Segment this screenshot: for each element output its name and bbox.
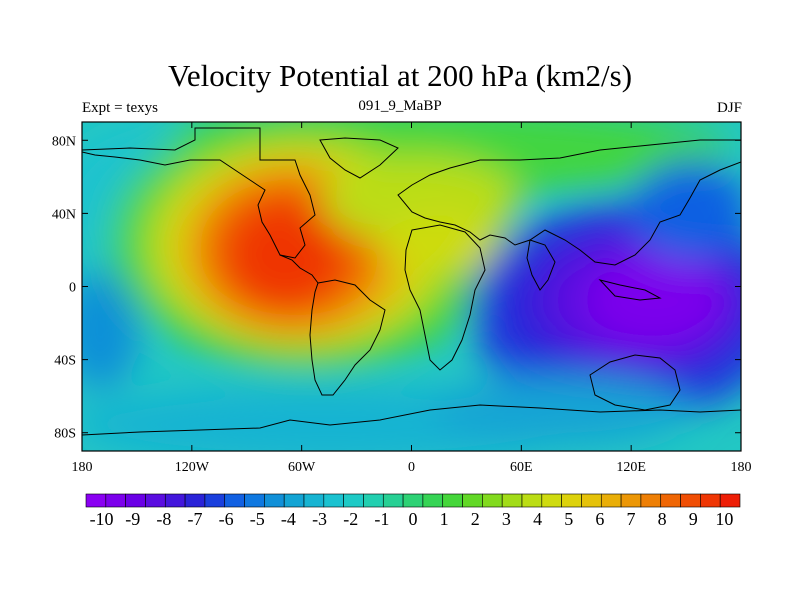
colorbar-swatch (283, 493, 305, 508)
field-blob-pacific-northwest-blue (630, 160, 741, 260)
colorbar-swatch (700, 493, 721, 508)
x-tick-label: 120W (175, 460, 210, 475)
colorbar-swatch (462, 493, 483, 508)
colorbar-label: -6 (219, 509, 234, 529)
colorbar-swatch (323, 493, 344, 508)
page-title: Velocity Potential at 200 hPa (km2/s) (167, 58, 633, 93)
coastline-maritime-continent (598, 279, 662, 301)
colorbar-swatch (442, 493, 463, 508)
colorbar-label: 8 (658, 509, 667, 529)
colorbar-label: -2 (343, 509, 358, 529)
colorbar-swatch (244, 493, 265, 508)
colorbar-swatch (581, 493, 602, 508)
x-tick-label: 0 (408, 460, 415, 475)
coastline-australia (589, 354, 681, 411)
colorbar-label: 0 (409, 509, 418, 529)
map-field (82, 122, 741, 451)
colorbar-swatch (363, 493, 384, 508)
colorbar-label: -9 (125, 509, 140, 529)
colorbar-swatch (382, 493, 404, 508)
x-tick-label: 60E (510, 460, 533, 475)
y-tick-label: 80S (54, 427, 76, 442)
y-tick-label: 80N (52, 134, 76, 149)
colorbar-label: -4 (281, 509, 296, 529)
coastline-eurasia (397, 139, 741, 266)
coastline-india (526, 239, 556, 291)
colorbar-label: 6 (595, 509, 604, 529)
colorbar-swatch (145, 493, 166, 508)
colorbar-swatch (521, 493, 543, 508)
colorbar-swatch (482, 493, 503, 508)
colorbar-label: -8 (156, 509, 171, 529)
field-blob-africa-yellow (380, 215, 500, 275)
colorbar-label: 9 (689, 509, 698, 529)
colorbar-swatch (204, 493, 226, 508)
colorbar-label: -5 (250, 509, 265, 529)
colorbar-label: -10 (90, 509, 114, 529)
colorbar-swatch (303, 493, 325, 508)
colorbar-label: -7 (188, 509, 203, 529)
colorbar-swatch (501, 493, 523, 508)
colorbar-swatch (541, 493, 562, 508)
colorbar-label: 2 (471, 509, 480, 529)
season-label: DJF (716, 100, 742, 116)
colorbar-swatch (105, 493, 126, 508)
field-blob-west-blue (82, 270, 140, 390)
colorbar: -10 -9 -8 -7 -6 -5 -4 -3 -2 -1 0 1 2 3 4 5 6 7 8 9 10 (85, 493, 741, 529)
colorbar-label: 10 (715, 509, 733, 529)
field-blob-positive-core (225, 200, 345, 310)
y-tick-label: 40N (52, 207, 76, 222)
experiment-label: Expt = texys (82, 100, 158, 116)
colorbar-label: 1 (440, 509, 449, 529)
colorbar-swatch (402, 493, 424, 508)
y-tick-label: 40S (54, 354, 76, 369)
colorbar-label: -3 (312, 509, 327, 529)
colorbar-swatch (600, 493, 622, 508)
colorbar-swatch (680, 493, 701, 508)
coastline-south-america (309, 279, 386, 396)
field-blob-southern-ocean-cyan (430, 375, 690, 445)
colorbar-swatch (224, 493, 245, 508)
coastline-antarctica (82, 404, 741, 436)
colorbar-swatch (660, 493, 681, 508)
colorbar-swatch (125, 493, 146, 508)
coastline-greenland (319, 137, 399, 179)
coastline-north-america (82, 127, 316, 259)
coastline-central-america (279, 254, 319, 284)
x-tick-label: 120E (616, 460, 646, 475)
field-blob-negative-core (585, 255, 725, 345)
colorbar-swatch (422, 493, 444, 508)
x-tick-label: 60W (288, 460, 316, 475)
colorbar-swatch (719, 493, 741, 508)
colorbar-swatch (164, 493, 186, 508)
colorbar-swatch (620, 493, 642, 508)
colorbar-swatch (184, 493, 206, 508)
colorbar-swatch (264, 493, 285, 508)
y-tick-label: 0 (69, 281, 76, 296)
x-tick-label: 180 (72, 460, 93, 475)
colorbar-swatch (640, 493, 662, 508)
colorbar-label: 3 (502, 509, 511, 529)
colorbar-label: 5 (564, 509, 573, 529)
colorbar-label: 7 (627, 509, 636, 529)
colorbar-label: -1 (374, 509, 389, 529)
colorbar-swatch (561, 493, 582, 508)
coastline-africa (404, 224, 486, 371)
colorbar-label: 4 (533, 509, 542, 529)
x-tick-label: 180 (731, 460, 752, 475)
case-label: 091_9_MaBP (358, 98, 442, 114)
colorbar-swatch (343, 493, 364, 508)
continent-outlines (82, 127, 741, 436)
axis-ticks: 180 120W 60W 0 60E 120E 180 80N 40N 0 40S 80S (52, 122, 752, 475)
colorbar-swatch (85, 493, 107, 508)
